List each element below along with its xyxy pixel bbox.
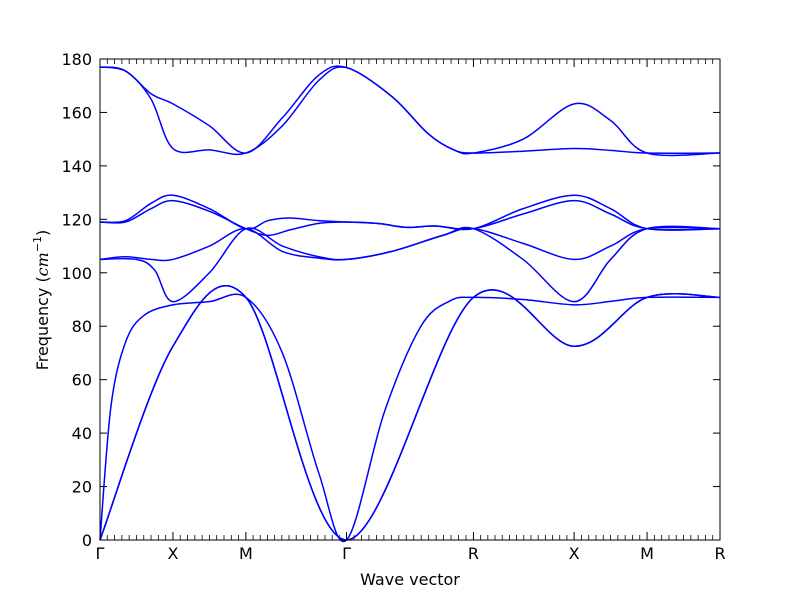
x-tick-label: X [569, 544, 580, 563]
band-line-2 [99, 284, 721, 541]
x-tick-label: X [167, 544, 178, 563]
x-tick-label: M [239, 544, 253, 563]
x-tick-label: M [640, 544, 654, 563]
band-line-7 [99, 194, 721, 231]
band-line-6 [99, 199, 721, 237]
band-line-1 [99, 284, 721, 541]
x-tick-label: R [714, 544, 725, 563]
y-tick-label: 100 [61, 264, 92, 283]
x-tick-label: Γ [96, 544, 105, 563]
band-line-3 [99, 293, 721, 543]
y-tick-label: 0 [82, 531, 92, 550]
x-tick-label: Γ [342, 544, 351, 563]
y-tick-label: 80 [72, 317, 92, 336]
band-line-9 [99, 65, 721, 157]
y-axis-label: Frequency (cm−1) [31, 230, 52, 371]
y-axis-label-unit: cm [33, 252, 52, 276]
band-line-4 [99, 225, 721, 303]
x-tick-label: R [468, 544, 479, 563]
y-tick-label: 40 [72, 424, 92, 443]
y-tick-label: 160 [61, 103, 92, 122]
band-line-5 [99, 226, 721, 262]
y-axis-label-suffix: ) [33, 230, 52, 236]
plot-frame [99, 58, 721, 541]
y-tick-label: 180 [61, 50, 92, 69]
y-tick-label: 120 [61, 210, 92, 229]
phonon-bands [99, 65, 721, 543]
y-tick-label: 20 [72, 478, 92, 497]
y-tick-labels: 0 20 40 60 80 100 120 140 160 180 [61, 50, 92, 550]
band-line-8 [99, 66, 721, 156]
y-tick-label: 60 [72, 371, 92, 390]
x-axis-label: Wave vector [360, 570, 460, 589]
y-axis-label-exponent: −1 [31, 236, 44, 252]
y-axis-label-prefix: Frequency ( [33, 276, 52, 370]
y-tick-label: 140 [61, 157, 92, 176]
